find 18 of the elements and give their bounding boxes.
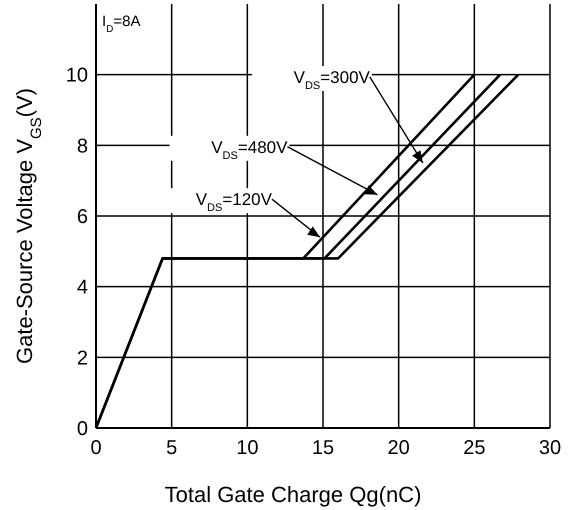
y-tick-label: 4	[76, 276, 88, 299]
annotation: V$_{DS}$=480V	[211, 138, 288, 162]
x-tick-label: 10	[236, 437, 258, 459]
x-tick-label: 20	[388, 437, 410, 459]
x-tick-label: 15	[312, 437, 334, 459]
x-tick-label: 25	[463, 437, 486, 459]
annotation: V$_{DS}$=300V	[294, 68, 371, 92]
x-tick-label: 30	[538, 437, 562, 459]
y-tick-label: 2	[76, 347, 88, 370]
x-axis-title: Total Gate Charge Qg(nC)	[164, 482, 422, 507]
y-tick-label: 8	[76, 135, 88, 158]
x-tick-label: 0	[90, 437, 102, 459]
y-tick-label: 10	[66, 64, 88, 87]
x-tick-label: 5	[166, 437, 178, 459]
annotation: I$_{D}$=8A	[102, 13, 141, 34]
annotation: V$_{DS}$=120V	[196, 190, 273, 214]
y-tick-label: 6	[76, 206, 88, 228]
y-tick-label: 0	[76, 418, 88, 440]
